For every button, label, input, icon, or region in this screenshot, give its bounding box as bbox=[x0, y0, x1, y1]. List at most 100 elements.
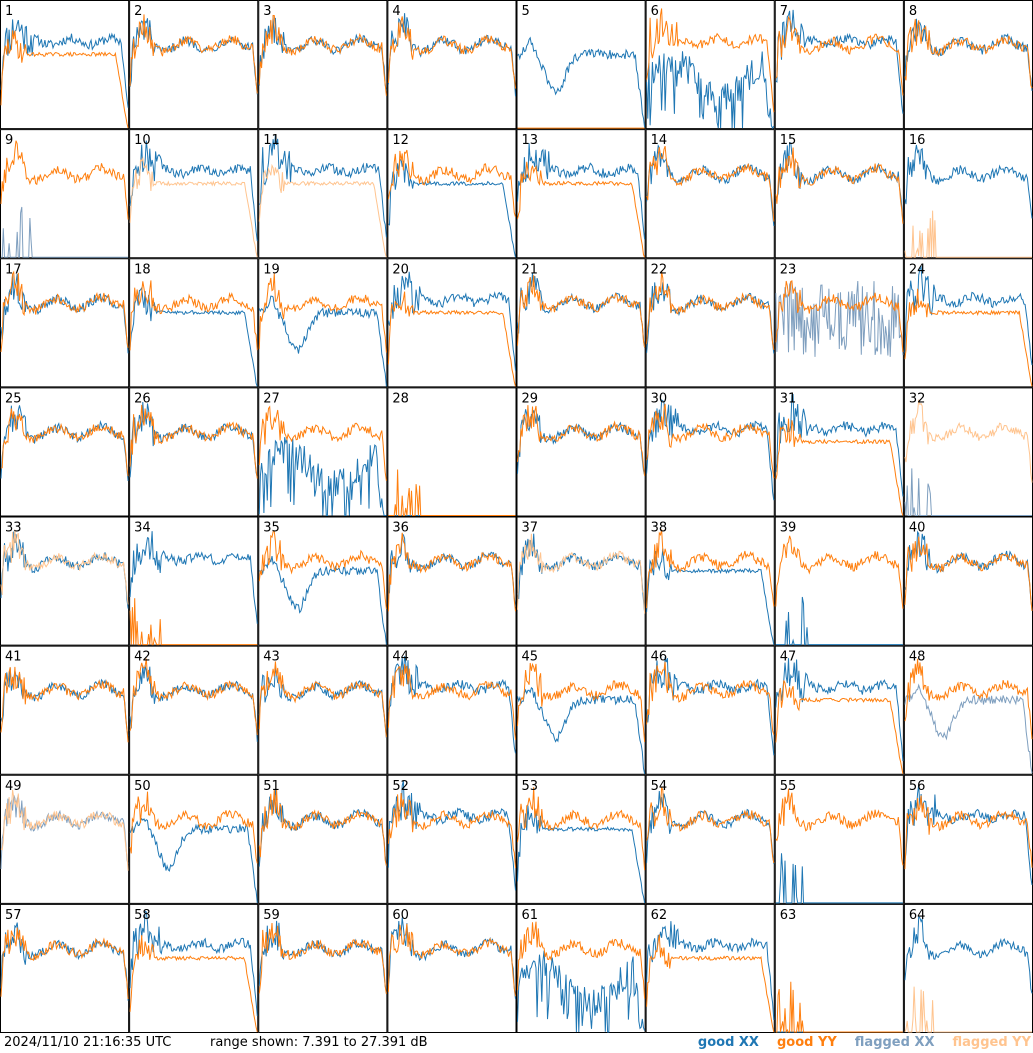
panel-frame bbox=[387, 645, 517, 775]
panel-label: 61 bbox=[522, 908, 539, 923]
series-xx-27 bbox=[258, 437, 387, 516]
panel-frame bbox=[129, 516, 259, 646]
panel-label: 56 bbox=[909, 779, 926, 794]
panel-label: 6 bbox=[651, 4, 659, 19]
panel-frame bbox=[129, 774, 259, 904]
panel-53: 53 bbox=[516, 774, 646, 904]
panel-62: 62 bbox=[645, 903, 775, 1033]
series-yy-57 bbox=[0, 927, 129, 1000]
panel-frame bbox=[387, 258, 517, 388]
series-yy-15 bbox=[775, 147, 904, 224]
panel-label: 54 bbox=[651, 779, 668, 794]
panel-label: 26 bbox=[134, 391, 151, 406]
panel-2: 2 bbox=[129, 0, 259, 130]
panel-label: 23 bbox=[780, 262, 797, 277]
panel-frame bbox=[516, 516, 646, 646]
series-yy-62 bbox=[646, 934, 775, 1033]
panel-frame bbox=[258, 387, 388, 517]
panel-frame bbox=[258, 258, 388, 388]
panel-20: 20 bbox=[387, 258, 517, 388]
panel-frame bbox=[645, 645, 775, 775]
panel-frame bbox=[129, 645, 259, 775]
panel-frame bbox=[903, 0, 1033, 130]
series-yy-64 bbox=[904, 986, 1032, 1033]
panel-64: 64 bbox=[903, 903, 1033, 1033]
series-xx-20 bbox=[387, 271, 516, 371]
panel-24: 24 bbox=[903, 258, 1033, 388]
panel-frame bbox=[903, 516, 1033, 646]
panel-label: 45 bbox=[522, 650, 539, 665]
panel-38: 38 bbox=[645, 516, 775, 646]
series-yy-56 bbox=[904, 795, 1033, 870]
timestamp: 2024/11/10 21:16:35 UTC bbox=[4, 1035, 172, 1050]
series-yy-38 bbox=[646, 529, 775, 609]
panel-7: 7 bbox=[774, 0, 904, 130]
series-xx-62 bbox=[646, 921, 775, 1021]
panel-label: 37 bbox=[522, 521, 539, 536]
legend-good-yy: good YY bbox=[776, 1035, 837, 1050]
panel-label: 9 bbox=[5, 133, 13, 148]
panel-35: 35 bbox=[258, 516, 388, 646]
panel-label: 11 bbox=[263, 133, 280, 148]
series-yy-51 bbox=[258, 789, 387, 866]
panel-58: 58 bbox=[129, 903, 259, 1033]
panel-frame bbox=[258, 129, 388, 259]
panel-label: 7 bbox=[780, 4, 788, 19]
panel-frame bbox=[387, 516, 517, 646]
series-yy-3 bbox=[258, 14, 387, 96]
panel-60: 60 bbox=[387, 903, 517, 1033]
series-xx-42 bbox=[129, 665, 258, 742]
panel-label: 14 bbox=[651, 133, 668, 148]
panel-frame bbox=[645, 258, 775, 388]
panel-32: 32 bbox=[903, 387, 1033, 517]
panel-frame bbox=[516, 387, 646, 517]
panel-label: 35 bbox=[263, 521, 280, 536]
panel-40: 40 bbox=[903, 516, 1033, 646]
series-xx-56 bbox=[904, 784, 1033, 885]
panel-label: 3 bbox=[263, 4, 271, 19]
series-xx-49 bbox=[0, 795, 129, 870]
panel-29: 29 bbox=[516, 387, 646, 517]
panel-14: 14 bbox=[645, 129, 775, 259]
panel-frame bbox=[129, 258, 259, 388]
series-yy-50 bbox=[129, 791, 258, 864]
panel-frame bbox=[387, 903, 517, 1033]
series-xx-21 bbox=[517, 273, 646, 348]
series-yy-12 bbox=[387, 149, 516, 218]
panel-label: 28 bbox=[392, 391, 409, 406]
panel-frame bbox=[258, 774, 388, 904]
panel-label: 20 bbox=[392, 262, 409, 277]
panel-frame bbox=[129, 387, 259, 517]
panel-label: 22 bbox=[651, 262, 668, 277]
series-yy-11 bbox=[258, 163, 387, 258]
series-yy-25 bbox=[0, 408, 129, 477]
panel-56: 56 bbox=[903, 774, 1033, 904]
panel-frame bbox=[774, 645, 904, 775]
series-yy-46 bbox=[646, 661, 775, 735]
panel-label: 16 bbox=[909, 133, 926, 148]
panel-48: 48 bbox=[903, 645, 1033, 775]
panel-label: 49 bbox=[5, 779, 22, 794]
panel-frame bbox=[774, 0, 904, 130]
series-xx-45 bbox=[517, 686, 646, 774]
panel-34: 34 bbox=[129, 516, 259, 646]
series-yy-23 bbox=[775, 280, 904, 353]
series-yy-40 bbox=[904, 536, 1033, 611]
series-xx-29 bbox=[517, 409, 646, 476]
panel-55: 55 bbox=[774, 774, 904, 904]
panel-frame bbox=[387, 774, 517, 904]
series-xx-51 bbox=[258, 789, 387, 867]
panel-9: 9 bbox=[0, 129, 130, 259]
panel-frame bbox=[516, 774, 646, 904]
panel-frame bbox=[129, 903, 259, 1033]
panel-label: 21 bbox=[522, 262, 539, 277]
panel-frame bbox=[903, 258, 1033, 388]
panel-label: 2 bbox=[134, 4, 142, 19]
series-yy-37 bbox=[517, 533, 646, 614]
series-yy-59 bbox=[258, 922, 387, 995]
series-xx-24 bbox=[904, 265, 1033, 366]
series-yy-63 bbox=[775, 981, 903, 1033]
panel-frame bbox=[516, 258, 646, 388]
series-yy-21 bbox=[517, 275, 646, 348]
